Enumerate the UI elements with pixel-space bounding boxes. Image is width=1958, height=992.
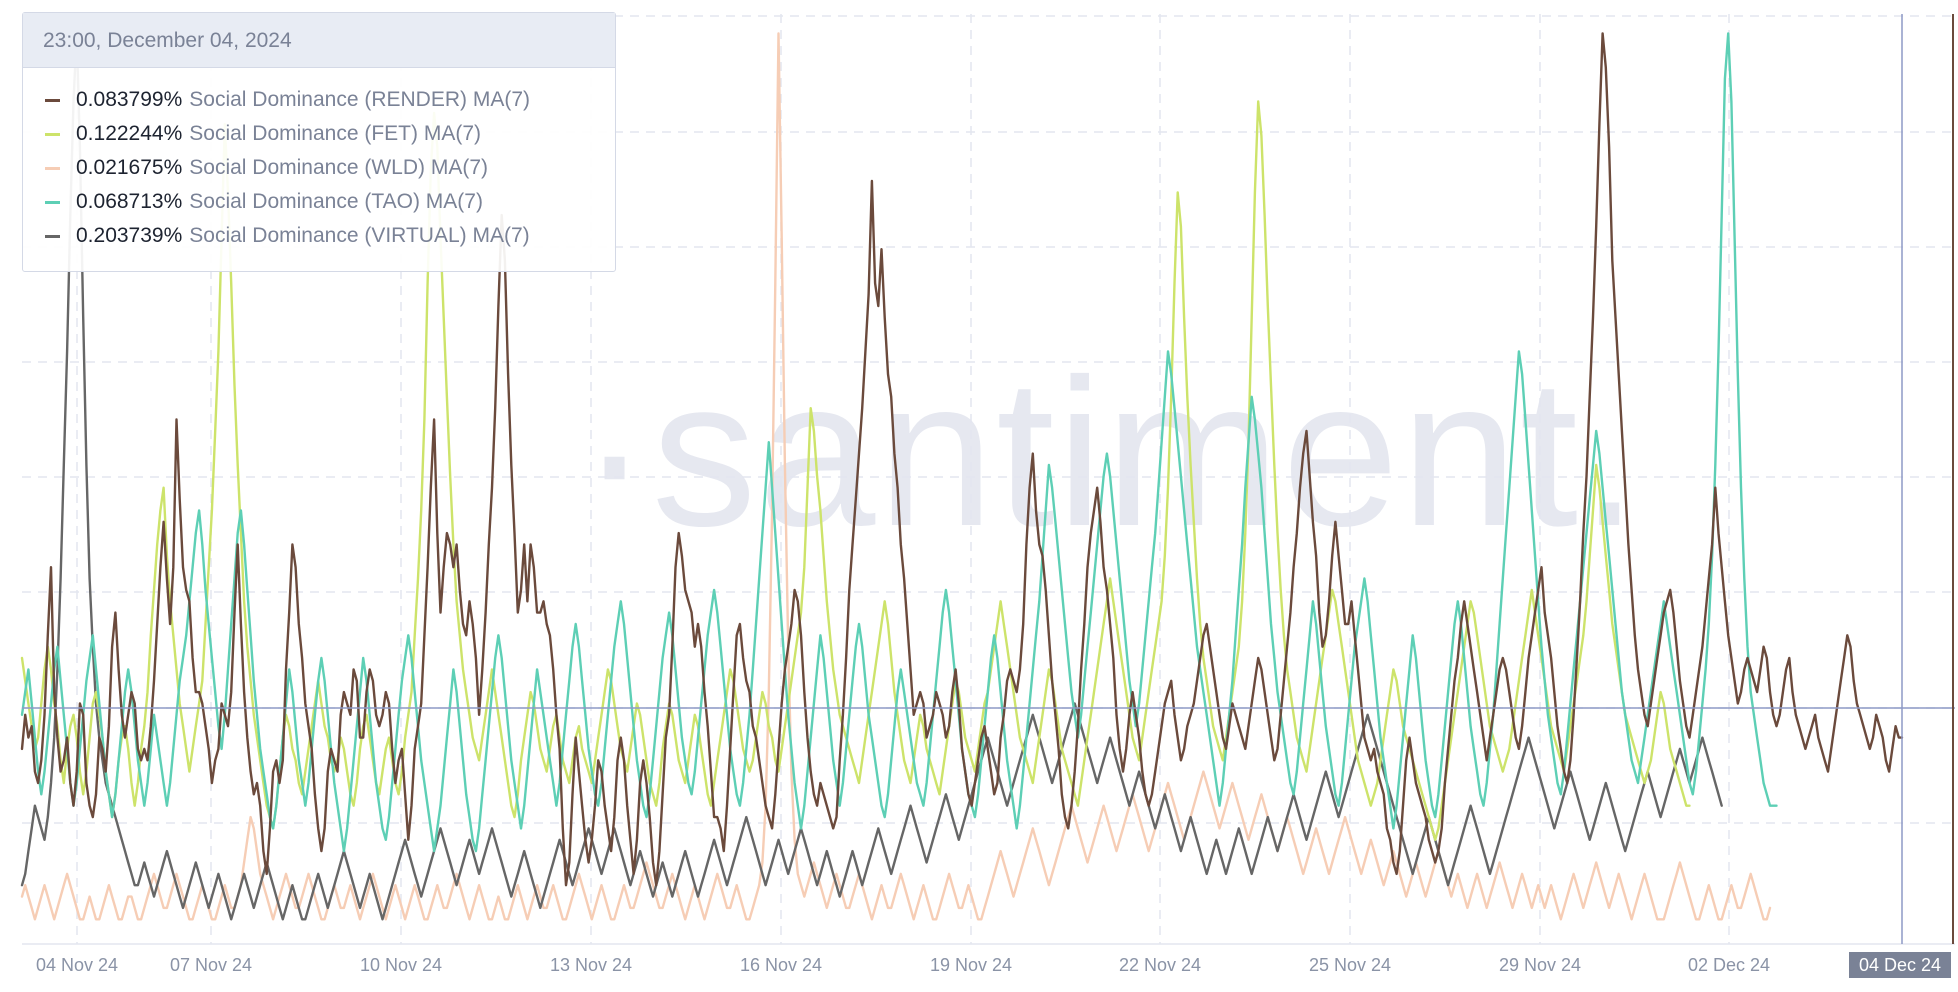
tooltip-row-virtual: 0.203739% Social Dominance (VIRTUAL) MA(… (45, 219, 615, 253)
tooltip-series-name: Social Dominance (RENDER) MA(7) (189, 88, 531, 111)
tooltip-value: 0.122244% (76, 122, 183, 145)
tooltip-row-wld: 0.021675% Social Dominance (WLD) MA(7) (45, 151, 615, 185)
legend-swatch-tao (45, 200, 60, 204)
tooltip-row-fet: 0.122244% Social Dominance (FET) MA(7) (45, 117, 615, 151)
series-line-social-dominance-render-ma (20, 32, 1904, 887)
x-tick-label: 25 Nov 24 (1309, 955, 1391, 975)
tooltip-row-render: 0.083799% Social Dominance (RENDER) MA(7… (45, 83, 615, 117)
x-tick-label: 02 Dec 24 (1688, 955, 1770, 975)
tooltip-value: 0.203739% (76, 224, 183, 247)
x-tick-label: 19 Nov 24 (930, 955, 1012, 975)
chart-series-layer (20, 32, 1904, 921)
x-tick-label: 07 Nov 24 (170, 955, 252, 975)
cursor-date-label: 04 Dec 24 (1849, 952, 1951, 978)
x-tick-label: 16 Nov 24 (740, 955, 822, 975)
tooltip-series-name: Social Dominance (FET) MA(7) (189, 122, 481, 145)
santiment-watermark: ·santiment. (580, 335, 1641, 570)
x-tick-label: 13 Nov 24 (550, 955, 632, 975)
x-tick-label: 10 Nov 24 (360, 955, 442, 975)
x-axis: 04 Nov 24 07 Nov 24 10 Nov 24 13 Nov 24 16 N… (36, 955, 1770, 975)
tooltip-legend: 23:00, December 04, 2024 0.083799% Socia… (22, 12, 616, 272)
cursor-date-label-text: 04 Dec 24 (1859, 955, 1941, 975)
tooltip-value: 0.068713% (76, 190, 183, 213)
legend-swatch-wld (45, 166, 60, 170)
legend-swatch-render (45, 98, 60, 102)
crosshair-cursor (22, 14, 1955, 944)
tooltip-row-tao: 0.068713% Social Dominance (TAO) MA(7) (45, 185, 615, 219)
tooltip-series-name: Social Dominance (VIRTUAL) MA(7) (189, 224, 530, 247)
series-line-social-dominance-tao-ma (20, 32, 1778, 853)
x-tick-label: 22 Nov 24 (1119, 955, 1201, 975)
legend-swatch-fet (45, 132, 60, 136)
x-tick-label: 04 Nov 24 (36, 955, 118, 975)
tooltip-value: 0.083799% (76, 88, 183, 111)
legend-swatch-virtual (45, 234, 60, 238)
tooltip-series-name: Social Dominance (WLD) MA(7) (189, 156, 489, 179)
tooltip-timestamp: 23:00, December 04, 2024 (23, 13, 615, 68)
x-tick-label: 29 Nov 24 (1499, 955, 1581, 975)
tooltip-series-name: Social Dominance (TAO) MA(7) (189, 190, 483, 213)
cursor-date-label-bg (1849, 952, 1951, 978)
tooltip-value: 0.021675% (76, 156, 183, 179)
